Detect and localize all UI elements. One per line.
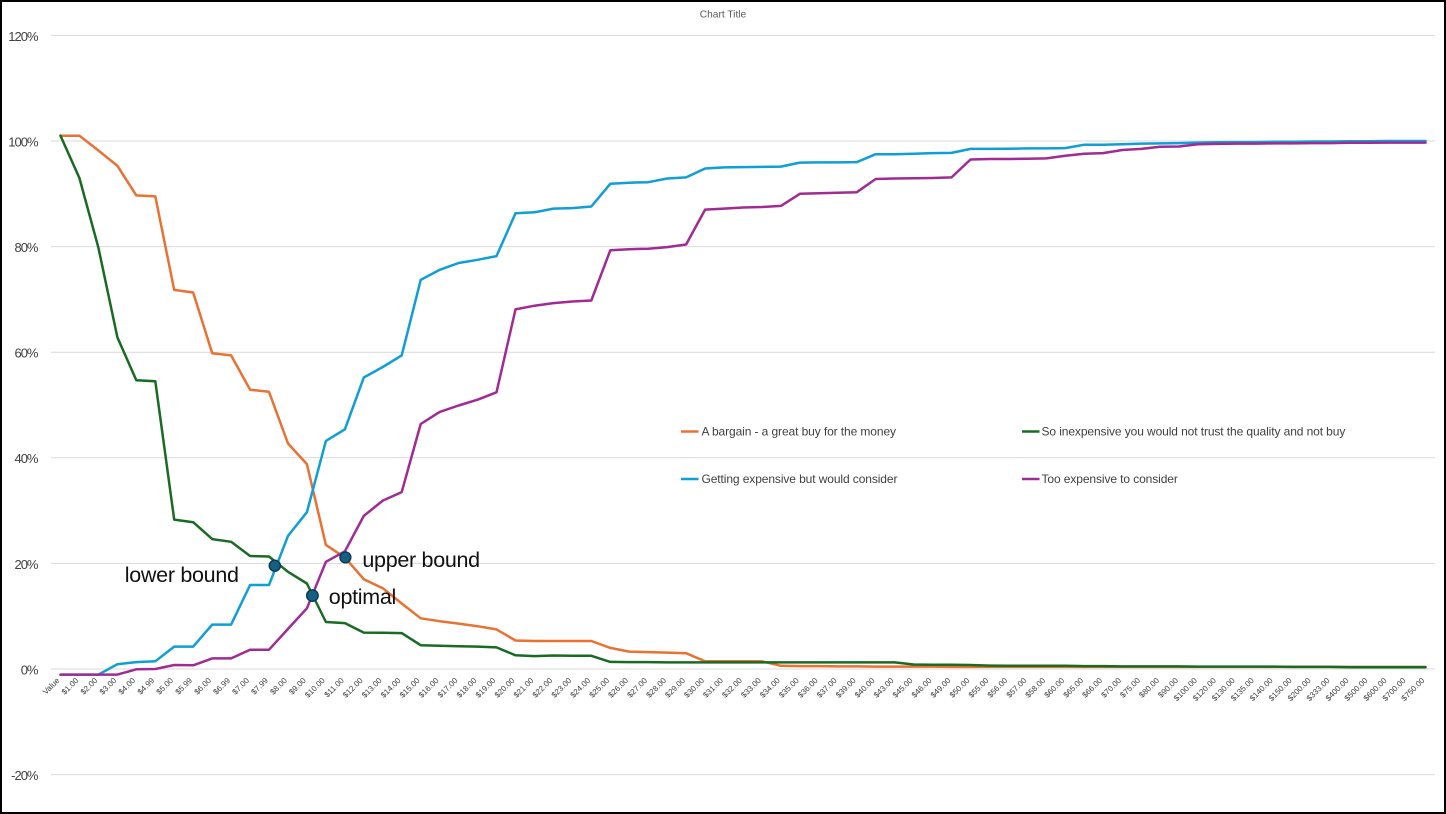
- svg-text:A bargain - a great buy for th: A bargain - a great buy for the money: [702, 425, 897, 439]
- svg-text:20%: 20%: [14, 557, 38, 572]
- svg-text:lower bound: lower bound: [125, 563, 239, 587]
- svg-text:So inexpensive you would not t: So inexpensive you would not trust the q…: [1042, 425, 1346, 439]
- svg-text:optimal: optimal: [329, 585, 396, 609]
- svg-text:Chart Title: Chart Title: [700, 10, 747, 21]
- svg-text:upper bound: upper bound: [362, 548, 479, 572]
- svg-text:0%: 0%: [21, 662, 39, 677]
- svg-text:-20%: -20%: [11, 768, 39, 783]
- svg-text:Getting expensive but would co: Getting expensive but would consider: [702, 472, 898, 486]
- svg-text:100%: 100%: [8, 134, 39, 149]
- svg-text:Too expensive to consider: Too expensive to consider: [1042, 472, 1178, 486]
- svg-text:120%: 120%: [8, 29, 39, 44]
- svg-text:40%: 40%: [14, 451, 38, 466]
- svg-text:80%: 80%: [14, 240, 38, 255]
- svg-text:60%: 60%: [14, 346, 38, 361]
